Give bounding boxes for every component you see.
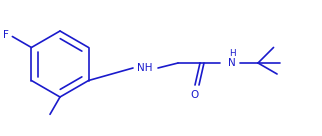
Text: NH: NH	[137, 63, 153, 73]
Text: F: F	[4, 30, 9, 41]
Text: N: N	[228, 58, 236, 68]
Text: O: O	[191, 90, 199, 100]
Text: H: H	[229, 49, 235, 58]
